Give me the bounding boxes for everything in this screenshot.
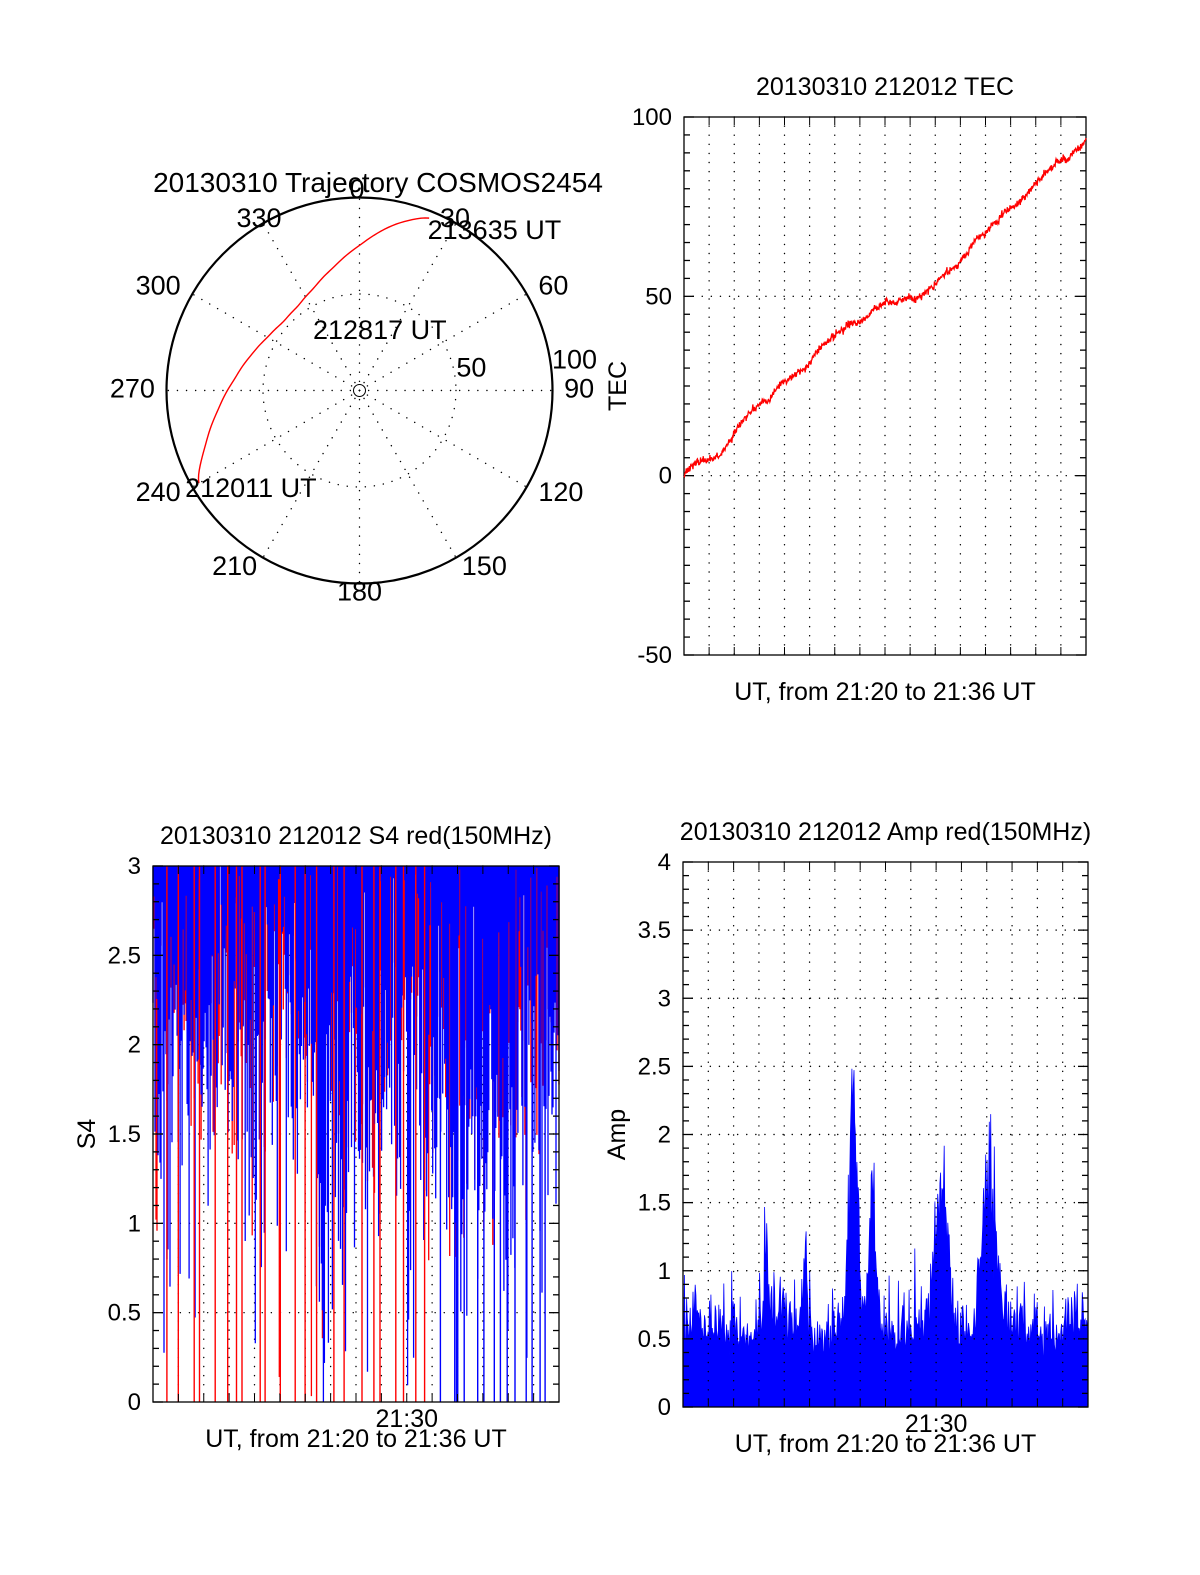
svg-text:2.5: 2.5 (108, 942, 141, 969)
svg-text:Amp: Amp (603, 1109, 631, 1160)
svg-text:UT, from 21:20 to 21:36 UT: UT, from 21:20 to 21:36 UT (734, 678, 1036, 706)
svg-text:210: 210 (212, 551, 257, 581)
svg-text:3.5: 3.5 (638, 917, 671, 944)
svg-text:2: 2 (128, 1032, 141, 1059)
svg-text:90: 90 (564, 374, 594, 404)
svg-text:2.5: 2.5 (638, 1053, 671, 1080)
svg-text:UT, from 21:20 to 21:36 UT: UT, from 21:20 to 21:36 UT (205, 1425, 507, 1453)
svg-text:1: 1 (658, 1258, 671, 1285)
svg-text:UT, from 21:20 to 21:36 UT: UT, from 21:20 to 21:36 UT (735, 1430, 1037, 1458)
svg-text:4: 4 (658, 849, 671, 876)
svg-text:213635 UT: 213635 UT (428, 215, 562, 245)
svg-text:0: 0 (128, 1389, 141, 1416)
svg-text:300: 300 (136, 270, 181, 300)
svg-text:TEC: TEC (604, 361, 632, 411)
svg-text:60: 60 (538, 270, 568, 300)
svg-text:20130310 212012 S4 red(150MHz): 20130310 212012 S4 red(150MHz) (160, 822, 552, 850)
svg-text:0: 0 (659, 463, 672, 490)
svg-text:0: 0 (658, 1394, 671, 1421)
svg-text:240: 240 (136, 477, 181, 507)
svg-text:212817 UT: 212817 UT (313, 315, 447, 345)
svg-text:S4: S4 (73, 1119, 101, 1150)
svg-text:21:30: 21:30 (375, 1405, 438, 1433)
svg-text:100: 100 (552, 345, 597, 375)
svg-text:150: 150 (462, 551, 507, 581)
svg-text:-50: -50 (637, 642, 672, 669)
svg-text:180: 180 (337, 576, 382, 606)
svg-text:270: 270 (110, 374, 155, 404)
svg-text:1: 1 (128, 1210, 141, 1237)
svg-text:100: 100 (632, 104, 672, 131)
svg-text:0.5: 0.5 (108, 1300, 141, 1327)
svg-text:50: 50 (456, 353, 486, 383)
svg-text:0.5: 0.5 (638, 1326, 671, 1353)
svg-text:20130310 212012 TEC: 20130310 212012 TEC (756, 73, 1014, 101)
svg-text:2: 2 (658, 1122, 671, 1149)
svg-text:20130310 Trajectory COSMOS2454: 20130310 Trajectory COSMOS2454 (153, 167, 603, 198)
svg-text:3: 3 (128, 853, 141, 880)
svg-text:20130310 212012 Amp red(150MHz: 20130310 212012 Amp red(150MHz) (680, 818, 1091, 846)
svg-text:21:30: 21:30 (905, 1410, 968, 1438)
svg-text:3: 3 (658, 985, 671, 1012)
svg-text:1.5: 1.5 (108, 1121, 141, 1148)
svg-text:212011 UT: 212011 UT (185, 473, 317, 503)
svg-text:120: 120 (538, 477, 583, 507)
svg-text:50: 50 (645, 283, 672, 310)
svg-text:330: 330 (236, 203, 281, 233)
svg-text:1.5: 1.5 (638, 1190, 671, 1217)
